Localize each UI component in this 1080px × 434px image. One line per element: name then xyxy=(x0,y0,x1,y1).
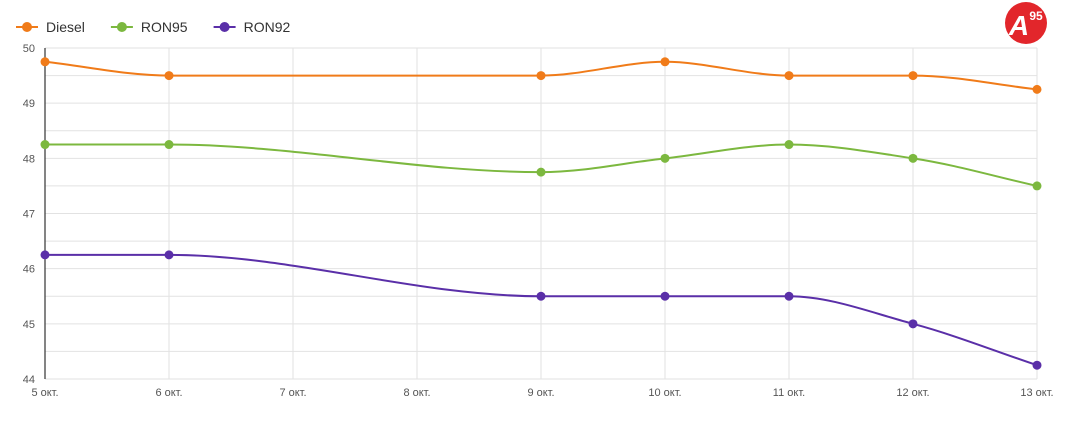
data-point-ron95[interactable] xyxy=(164,140,174,150)
x-tick-label: 10 окт. xyxy=(648,387,681,399)
legend-swatch-marker xyxy=(22,22,32,32)
y-tick-label: 48 xyxy=(23,153,35,165)
data-point-ron92[interactable] xyxy=(660,291,670,301)
data-point-ron92[interactable] xyxy=(40,250,50,260)
data-point-ron95[interactable] xyxy=(40,140,50,150)
x-tick-label: 13 окт. xyxy=(1020,387,1053,399)
logo-badge xyxy=(1005,2,1047,44)
data-point-ron92[interactable] xyxy=(536,291,546,301)
logo-number: 95 xyxy=(1029,9,1043,23)
x-tick-label: 9 окт. xyxy=(527,387,554,399)
x-tick-label: 5 окт. xyxy=(31,387,58,399)
data-point-ron95[interactable] xyxy=(784,140,794,150)
data-point-diesel[interactable] xyxy=(164,71,174,81)
logo-letter: A xyxy=(1008,10,1029,41)
data-point-ron92[interactable] xyxy=(164,250,174,260)
x-tick-label: 6 окт. xyxy=(155,387,182,399)
a95-logo: A 95 xyxy=(1005,2,1047,44)
data-point-ron92[interactable] xyxy=(1032,360,1042,370)
data-point-diesel[interactable] xyxy=(40,57,50,67)
data-point-diesel[interactable] xyxy=(536,71,546,81)
data-point-diesel[interactable] xyxy=(908,71,918,81)
legend-item-ron95[interactable]: RON95 xyxy=(110,19,188,35)
x-tick-label: 7 окт. xyxy=(279,387,306,399)
x-tick-label: 8 окт. xyxy=(403,387,430,399)
x-tick-label: 12 окт. xyxy=(896,387,929,399)
data-point-diesel[interactable] xyxy=(784,71,794,81)
x-axis-ticks: 5 окт. 6 окт. 7 окт. 8 окт. 9 окт. 10 окт. 11 … xyxy=(31,387,1053,399)
chart-series xyxy=(40,57,1042,370)
data-point-ron95[interactable] xyxy=(908,153,918,163)
legend-label: RON92 xyxy=(244,19,291,35)
data-point-diesel[interactable] xyxy=(1032,84,1042,94)
y-tick-label: 47 xyxy=(23,209,35,221)
data-point-diesel[interactable] xyxy=(660,57,670,67)
data-point-ron92[interactable] xyxy=(784,291,794,301)
data-point-ron92[interactable] xyxy=(908,319,918,329)
legend-label: Diesel xyxy=(46,19,85,35)
chart-legend[interactable]: Diesel RON95 RON92 xyxy=(16,19,290,35)
y-tick-label: 46 xyxy=(23,264,35,276)
data-point-ron95[interactable] xyxy=(1032,181,1042,191)
y-tick-label: 45 xyxy=(23,319,35,331)
x-tick-label: 11 окт. xyxy=(773,387,805,399)
data-point-ron95[interactable] xyxy=(660,153,670,163)
chart-grid xyxy=(45,47,1038,380)
legend-label: RON95 xyxy=(141,19,188,35)
legend-swatch-marker xyxy=(116,22,127,32)
data-point-ron95[interactable] xyxy=(536,167,546,177)
y-axis-ticks: 44 45 46 47 48 49 50 xyxy=(23,43,35,386)
y-tick-label: 50 xyxy=(23,43,35,55)
legend-swatch-marker xyxy=(219,22,230,32)
legend-item-diesel[interactable]: Diesel xyxy=(16,19,85,35)
legend-item-ron92[interactable]: RON92 xyxy=(213,19,291,35)
y-tick-label: 44 xyxy=(23,374,35,386)
y-tick-label: 49 xyxy=(23,98,35,110)
